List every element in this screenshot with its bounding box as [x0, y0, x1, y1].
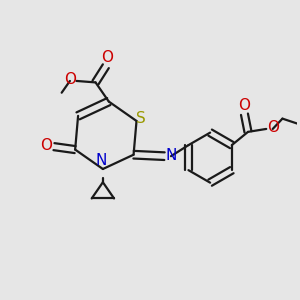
Text: N: N [165, 148, 177, 163]
Text: O: O [101, 50, 113, 65]
Text: O: O [64, 72, 76, 87]
Text: N: N [96, 153, 107, 168]
Text: O: O [238, 98, 250, 113]
Text: O: O [40, 138, 52, 153]
Text: O: O [267, 120, 279, 135]
Text: S: S [136, 110, 146, 125]
